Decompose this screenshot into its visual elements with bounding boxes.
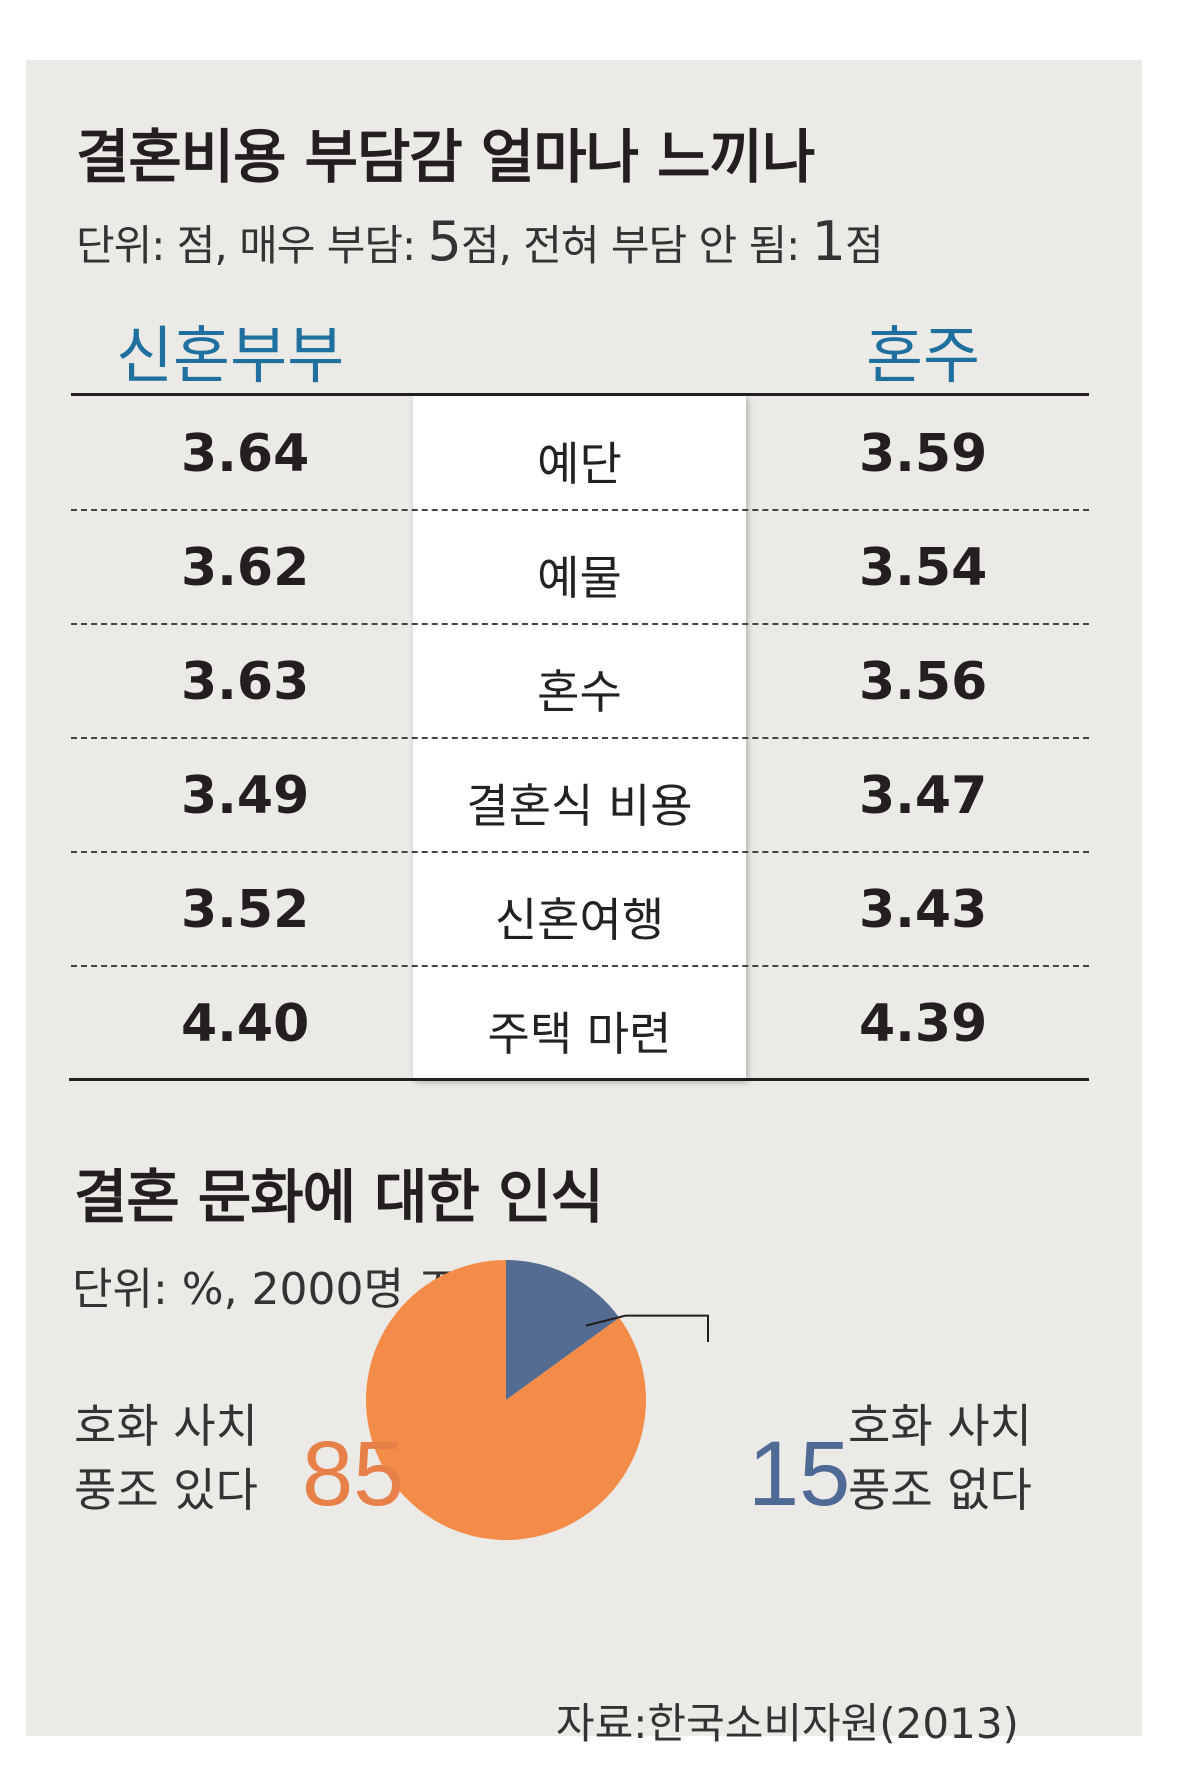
value-parents: 3.59 <box>859 424 988 484</box>
value-newlyweds: 3.49 <box>181 766 310 826</box>
pie-slice-yes <box>365 1260 646 1540</box>
table-row: 3.63 혼수 3.56 <box>71 624 1089 739</box>
row-divider <box>71 965 1089 967</box>
burden-title: 결혼비용 부담감 얼마나 느끼나 <box>76 123 815 191</box>
infographic-panel: 결혼비용 부담감 얼마나 느끼나 단위: 점, 매우 부담: 5점, 전혀 부담… <box>26 60 1142 1748</box>
table-row: 4.40 주택 마련 4.39 <box>71 966 1089 1081</box>
column-header-newlyweds: 신혼부부 <box>116 319 345 392</box>
value-parents: 3.54 <box>859 538 988 598</box>
row-divider <box>71 623 1089 625</box>
pie-chart <box>365 1260 709 1540</box>
column-header-parents: 혼주 <box>866 319 981 392</box>
culture-title: 결혼 문화에 대한 인식 <box>74 1163 604 1231</box>
table-row: 3.49 결혼식 비용 3.47 <box>71 738 1089 853</box>
value-newlyweds: 4.40 <box>181 994 310 1054</box>
category-label: 예단 <box>537 437 622 491</box>
table-bottom-rule <box>69 1078 1089 1081</box>
value-newlyweds: 3.64 <box>181 424 310 484</box>
value-parents: 3.56 <box>859 652 988 712</box>
pie-slice-no <box>506 1260 620 1400</box>
source-note: 자료:한국소비자원(2013) <box>556 1699 1019 1748</box>
pie-label-no: 호화 사치 풍조 없다 <box>848 1399 1032 1517</box>
value-parents: 3.47 <box>859 766 988 826</box>
pie-value-yes: 85 <box>302 1423 405 1525</box>
category-label: 예물 <box>537 551 622 605</box>
value-newlyweds: 3.52 <box>181 880 310 940</box>
row-divider <box>71 737 1089 739</box>
value-parents: 3.43 <box>859 880 988 940</box>
row-divider <box>71 851 1089 853</box>
pie-leader-line <box>585 1314 709 1342</box>
burden-unit-note: 단위: 점, 매우 부담: 5점, 전혀 부담 안 됨: 1점 <box>76 210 884 273</box>
category-label: 결혼식 비용 <box>466 779 693 833</box>
pie-label-yes: 호화 사치 풍조 있다 <box>74 1399 258 1517</box>
category-label: 신혼여행 <box>494 893 665 947</box>
category-label: 혼수 <box>537 665 622 719</box>
row-divider <box>71 509 1089 511</box>
value-parents: 4.39 <box>859 994 988 1054</box>
value-newlyweds: 3.62 <box>181 538 310 598</box>
table-row: 3.52 신혼여행 3.43 <box>71 852 1089 967</box>
pie-value-no: 15 <box>748 1423 851 1525</box>
table-row: 3.62 예물 3.54 <box>71 510 1089 625</box>
value-newlyweds: 3.63 <box>181 652 310 712</box>
table-top-rule <box>71 393 1089 396</box>
table-row: 3.64 예단 3.59 <box>71 396 1089 511</box>
category-label: 주택 마련 <box>487 1007 672 1061</box>
